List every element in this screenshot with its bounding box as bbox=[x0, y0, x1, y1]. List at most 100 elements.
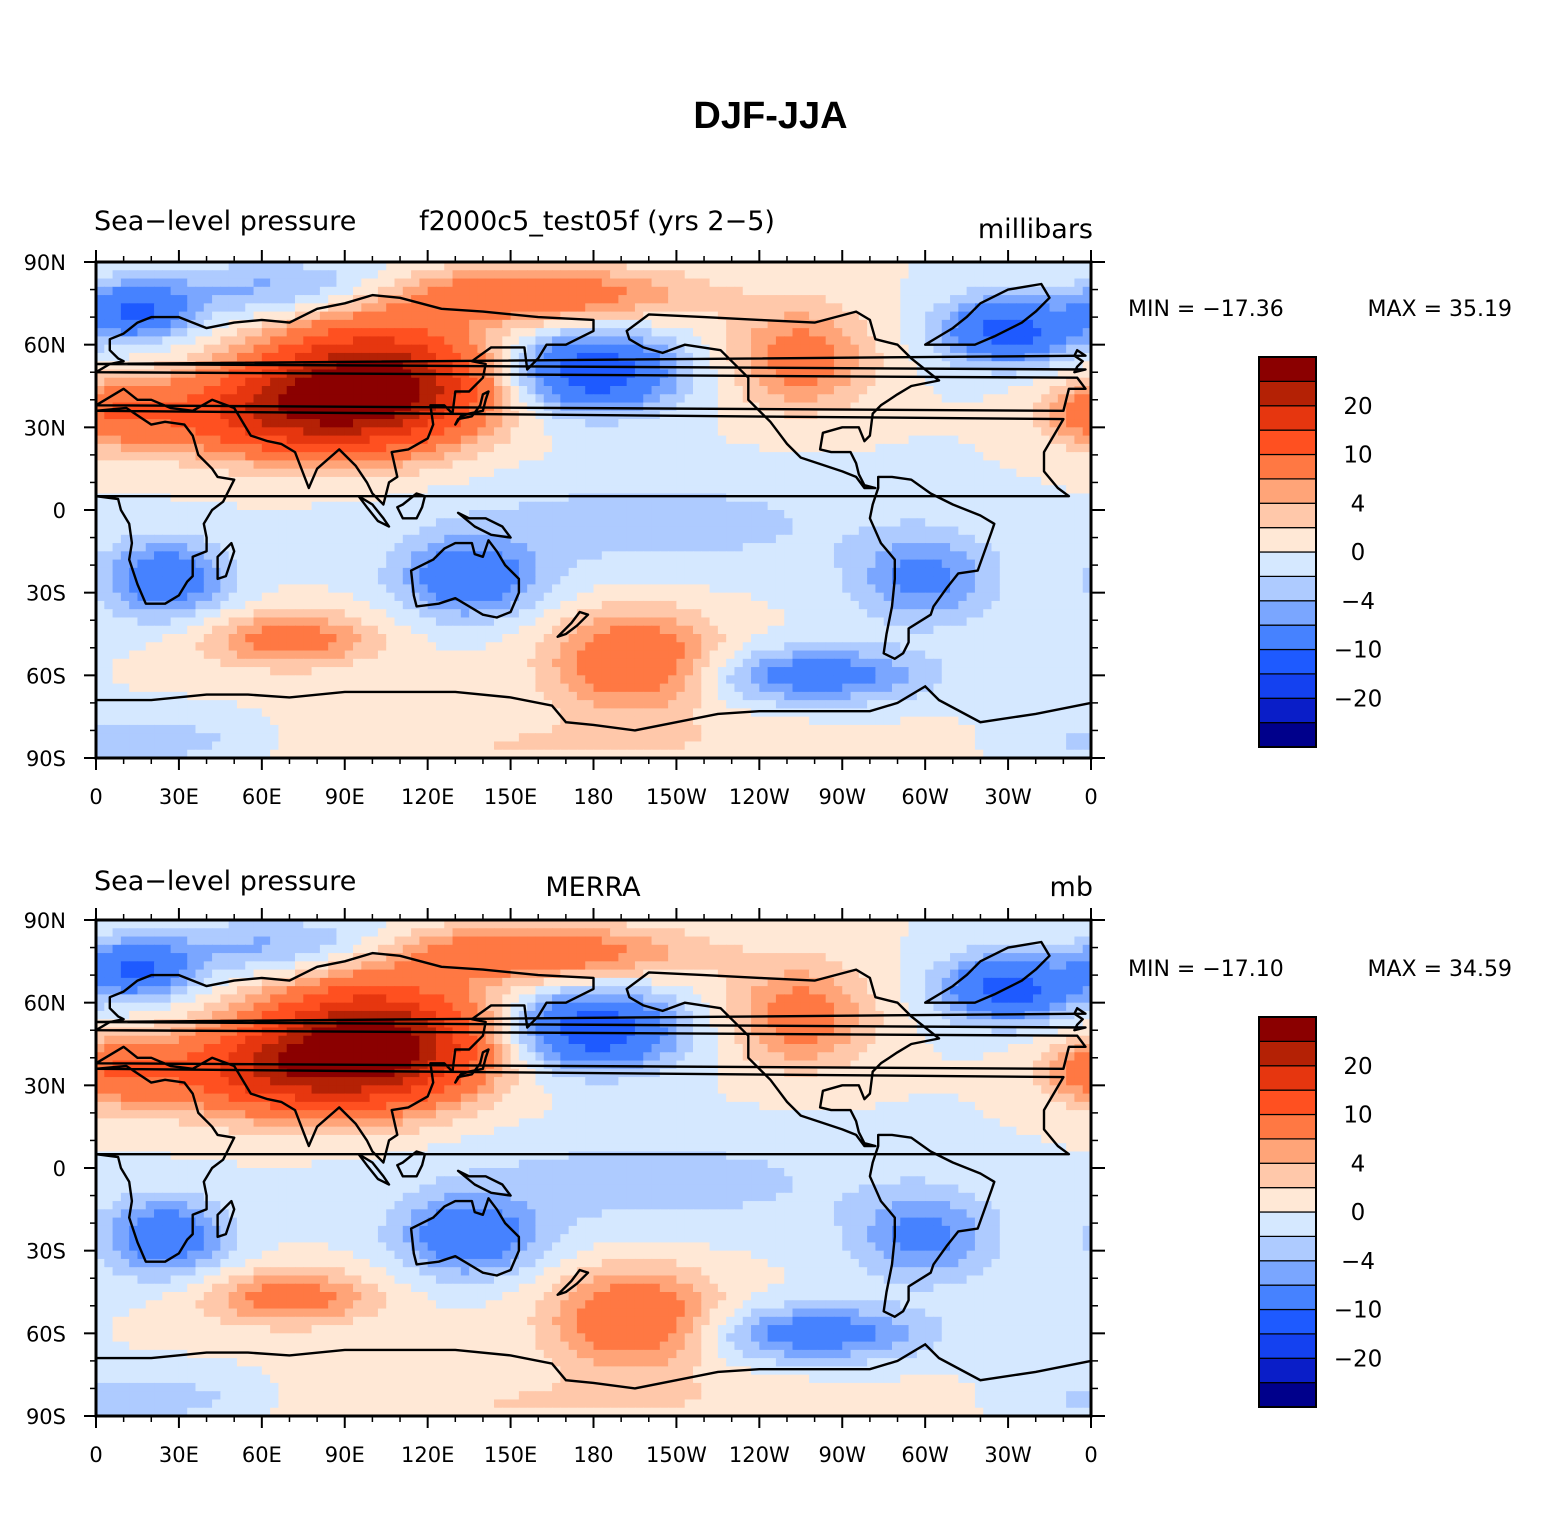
field-cell bbox=[966, 501, 976, 511]
field-cell bbox=[983, 526, 993, 536]
field-cell bbox=[759, 592, 769, 602]
field-cell bbox=[253, 460, 263, 470]
field-cell bbox=[394, 559, 404, 569]
field-cell bbox=[933, 526, 943, 536]
field-cell bbox=[751, 443, 760, 453]
field-cell bbox=[576, 394, 586, 404]
field-cell bbox=[460, 262, 470, 271]
field-cell bbox=[178, 270, 188, 280]
field-cell bbox=[1041, 493, 1051, 503]
field-cell bbox=[958, 559, 968, 569]
field-cell bbox=[527, 600, 537, 610]
field-cell bbox=[270, 485, 280, 495]
field-cell bbox=[1057, 551, 1067, 561]
field-cell bbox=[742, 278, 752, 288]
field-cell bbox=[1008, 435, 1017, 445]
field-cell bbox=[527, 352, 537, 362]
field-cell bbox=[129, 443, 139, 453]
field-cell bbox=[742, 526, 752, 536]
field-cell bbox=[775, 518, 785, 528]
field-cell bbox=[751, 394, 760, 404]
field-cell bbox=[933, 344, 943, 354]
field-cell bbox=[220, 352, 230, 362]
field-cell bbox=[527, 543, 537, 552]
field-cell bbox=[361, 452, 371, 461]
field-cell bbox=[833, 402, 843, 412]
field-cell bbox=[145, 386, 155, 395]
field-cell bbox=[593, 584, 603, 594]
field-cell bbox=[137, 286, 147, 296]
field-cell bbox=[709, 278, 719, 288]
field-cell bbox=[701, 419, 711, 428]
field-cell bbox=[568, 551, 578, 561]
field-cell bbox=[236, 592, 246, 602]
field-cell bbox=[518, 377, 528, 387]
field-cell bbox=[1074, 468, 1084, 478]
field-cell bbox=[535, 584, 545, 594]
field-cell bbox=[668, 262, 678, 271]
field-cell bbox=[261, 394, 271, 404]
field-cell bbox=[369, 543, 379, 552]
field-cell bbox=[527, 452, 537, 461]
field-cell bbox=[958, 485, 968, 495]
field-cell bbox=[336, 518, 346, 528]
field-cell bbox=[933, 336, 943, 346]
field-cell bbox=[958, 435, 968, 445]
field-cell bbox=[245, 584, 255, 594]
field-cell bbox=[833, 336, 843, 346]
field-cell bbox=[867, 435, 877, 445]
field-cell bbox=[1082, 476, 1092, 486]
field-cell bbox=[494, 476, 503, 486]
field-cell bbox=[1024, 427, 1034, 437]
field-cell bbox=[560, 600, 570, 610]
field-cell bbox=[883, 551, 893, 561]
field-cell bbox=[999, 485, 1009, 495]
field-cell bbox=[892, 468, 901, 478]
field-cell bbox=[601, 402, 611, 412]
field-cell bbox=[361, 286, 371, 296]
field-cell bbox=[328, 543, 338, 552]
field-cell bbox=[867, 543, 877, 552]
field-cell bbox=[850, 501, 860, 511]
field-cell bbox=[867, 328, 877, 337]
field-cell bbox=[129, 303, 139, 313]
field-cell bbox=[875, 410, 885, 420]
field-cell bbox=[759, 526, 769, 536]
field-cell bbox=[1008, 543, 1017, 552]
field-cell bbox=[261, 410, 271, 420]
field-cell bbox=[576, 476, 586, 486]
field-cell bbox=[427, 460, 437, 470]
field-cell bbox=[104, 534, 114, 544]
field-cell bbox=[767, 443, 777, 453]
field-cell bbox=[900, 476, 910, 486]
field-cell bbox=[369, 311, 379, 321]
field-cell bbox=[775, 369, 785, 379]
field-cell bbox=[394, 377, 404, 387]
field-cell bbox=[253, 262, 263, 271]
field-cell bbox=[129, 286, 139, 296]
field-cell bbox=[941, 551, 951, 561]
field-cell bbox=[850, 543, 860, 552]
field-cell bbox=[552, 493, 561, 503]
field-cell bbox=[510, 303, 520, 313]
field-cell bbox=[311, 551, 321, 561]
field-cell bbox=[460, 576, 470, 585]
field-cell bbox=[460, 435, 470, 445]
field-cell bbox=[319, 452, 329, 461]
field-cell bbox=[278, 493, 288, 503]
field-cell bbox=[178, 369, 188, 379]
field-cell bbox=[394, 510, 404, 519]
field-cell bbox=[1016, 336, 1026, 346]
field-cell bbox=[203, 386, 213, 395]
field-cell bbox=[684, 518, 694, 528]
field-cell bbox=[1016, 328, 1026, 337]
field-cell bbox=[1074, 295, 1084, 304]
field-cell bbox=[817, 295, 827, 304]
field-cell bbox=[842, 427, 852, 437]
field-cell bbox=[817, 443, 827, 453]
field-cell bbox=[494, 584, 503, 594]
field-cell bbox=[319, 543, 329, 552]
field-cell bbox=[319, 493, 329, 503]
field-cell bbox=[344, 518, 354, 528]
field-cell bbox=[999, 510, 1009, 519]
